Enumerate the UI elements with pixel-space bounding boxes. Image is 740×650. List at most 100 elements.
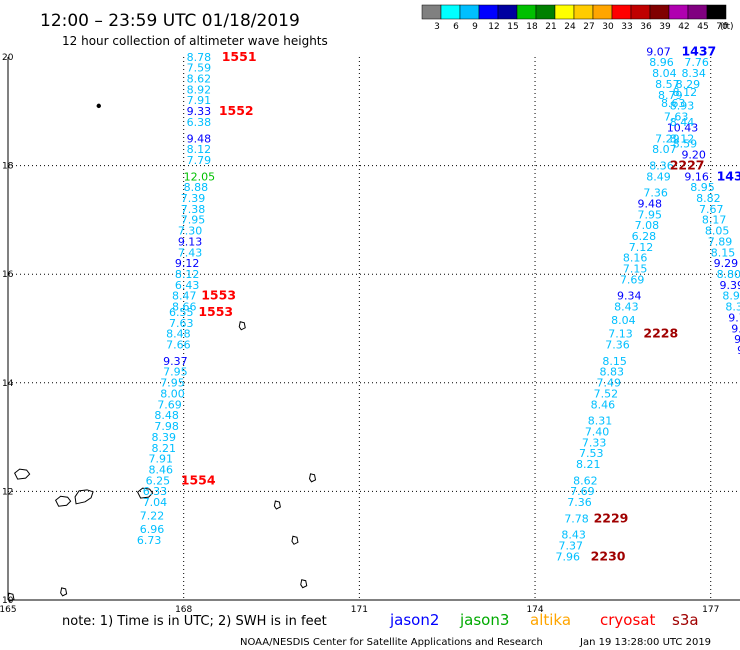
wave-height-label: 8.21 [576, 458, 601, 471]
wave-height-label: 7.33 [582, 436, 607, 449]
wave-height-label: 8.15 [711, 246, 736, 259]
x-tick-label: 174 [526, 605, 543, 615]
pass-label: 2229 [594, 510, 629, 525]
island-marker [14, 468, 31, 480]
pass-label: 2230 [591, 548, 626, 563]
island-marker [308, 473, 317, 483]
island-marker [238, 321, 246, 331]
island-marker [7, 592, 15, 602]
wave-height-label: 7.53 [579, 447, 604, 460]
colorbar-label: 27 [583, 22, 594, 32]
wave-height-label: 7.36 [567, 496, 592, 509]
wave-height-labels: 8.787.598.628.927.919.336.389.488.127.79… [137, 45, 740, 563]
wave-height-label: 6.73 [137, 534, 162, 547]
chart-subtitle: 12 hour collection of altimeter wave hei… [62, 34, 328, 48]
wave-height-label: 8.21 [151, 442, 176, 455]
colorbar: 3 6 9 12 15 18 21 24 27 30 33 36 39 42 45 70(ft) [421, 4, 734, 32]
wave-height-label: 8.95 [690, 181, 715, 194]
wave-height-label: 7.91 [187, 94, 212, 107]
colorbar-swatch [592, 4, 613, 20]
wave-height-label: 7.98 [154, 420, 179, 433]
satellite-legend-item: s3a [672, 611, 699, 629]
wave-height-label: 7.39 [181, 192, 206, 205]
colorbar-label: 15 [507, 22, 518, 32]
wave-height-label: 8.29 [676, 78, 701, 91]
island-marker [273, 500, 281, 510]
wave-height-label: 6.25 [146, 474, 171, 487]
colorbar-label: 39 [659, 22, 671, 32]
credit-text: NOAA/NESDIS Center for Satellite Applica… [240, 637, 543, 648]
wave-height-label: 6.38 [187, 116, 212, 129]
pass-label: 2228 [643, 326, 678, 341]
wave-height-label: 8.39 [151, 431, 176, 444]
wave-height-label: 8.62 [573, 474, 598, 487]
wave-height-label: 9.29 [734, 333, 740, 346]
colorbar-swatch [573, 4, 594, 20]
satellite-legend-item: jason2 [389, 611, 439, 629]
colorbar-label: 18 [526, 22, 538, 32]
pass-label: 2227 [670, 157, 705, 172]
chart-title: 12:00 – 23:59 UTC 01/18/2019 [40, 11, 300, 31]
wave-height-label: 8.57 [655, 78, 680, 91]
colorbar-swatch [649, 4, 670, 20]
colorbar-label: 6 [453, 22, 459, 32]
colorbar-swatch [421, 4, 442, 20]
colorbar-swatch [478, 4, 499, 20]
colorbar-label: 24 [564, 22, 576, 32]
pass-label: 1552 [219, 103, 254, 118]
pass-labels: 1551155215531553155414372227143822281439… [181, 43, 740, 563]
wave-height-label: 8.43 [614, 301, 639, 314]
colorbar-swatch [687, 4, 708, 20]
wave-height-label: 9.48 [187, 132, 212, 145]
wave-height-label: 7.36 [643, 187, 668, 200]
colorbar-swatch [535, 4, 556, 20]
wave-height-label: 8.12 [673, 86, 698, 99]
colorbar-swatch [630, 4, 651, 20]
x-tick-label: 168 [175, 605, 192, 615]
wave-height-label: 9.33 [187, 105, 212, 118]
wave-height-label: 8.44 [670, 116, 695, 129]
wave-height-label: 7.40 [585, 425, 610, 438]
wave-height-label: 7.38 [181, 203, 206, 216]
wave-height-label: 9.73 [731, 322, 740, 335]
wave-height-label: 9.13 [178, 235, 203, 248]
wave-height-label: 8.93 [670, 100, 695, 113]
wave-height-label: 8.04 [652, 67, 677, 80]
satellite-legend: jason2 jason3 altika cryosat s3a [389, 611, 699, 629]
y-tick-label: 10 [2, 596, 14, 606]
wave-height-label: 7.96 [556, 550, 581, 563]
wave-height-label: 9.48 [638, 197, 663, 210]
wave-height-label: 7.91 [149, 453, 174, 466]
wave-height-label: 7.76 [684, 56, 709, 69]
colorbar-label: 70 [716, 22, 728, 32]
wave-height-label: 7.37 [558, 540, 583, 553]
plot-background [8, 57, 740, 600]
colorbar-swatch [440, 4, 461, 20]
colorbar-label: 9 [472, 22, 478, 32]
wave-height-label: 8.12 [187, 143, 212, 156]
wave-height-label: 8.12 [175, 268, 200, 281]
wave-height-label: 8.80 [717, 268, 740, 281]
wave-height-label: 8.36 [649, 159, 674, 172]
wave-height-label: 8.92 [187, 83, 212, 96]
x-tick-label: 177 [702, 605, 719, 615]
pass-label: 1553 [198, 304, 233, 319]
satellite-legend-item: altika [530, 611, 571, 629]
colorbar-label: 3 [434, 22, 440, 32]
wave-height-label: 8.00 [160, 387, 185, 400]
island-marker [60, 587, 68, 597]
wave-height-label: 8.82 [696, 192, 721, 205]
wave-height-label: 7.22 [140, 510, 165, 523]
wave-height-label: 8.46 [149, 463, 174, 476]
wave-height-label: 8.62 [187, 73, 212, 86]
wave-height-label: 7.95 [160, 377, 185, 390]
wave-height-label: 7.69 [157, 398, 182, 411]
colorbar-label: 21 [545, 22, 556, 32]
wave-height-label: 7.63 [169, 317, 194, 330]
wave-height-label: 8.07 [652, 143, 677, 156]
wave-height-label: 9.75 [728, 311, 740, 324]
wave-height-label: 8.05 [705, 225, 730, 238]
wave-height-label: 6.43 [175, 279, 200, 292]
wave-height-label: 9.34 [617, 290, 642, 303]
